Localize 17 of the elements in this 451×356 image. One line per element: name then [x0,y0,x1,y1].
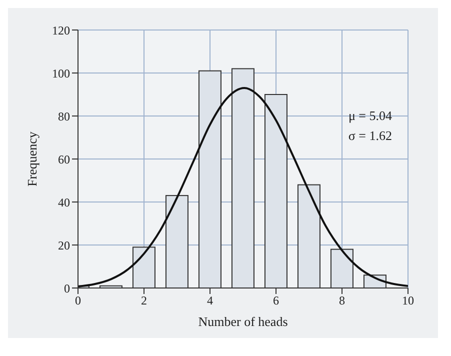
y-axis-title: Frequency [24,131,40,186]
annotation: μ = 5.04 [348,108,392,124]
y-tick-label: 40 [58,195,70,210]
y-tick-label: 100 [52,66,70,80]
x-axis-title: Number of heads [198,314,288,329]
x-tick-label: 2 [141,294,147,308]
y-tick-label: 0 [64,281,70,296]
y-tick-label: 60 [58,152,70,166]
annotation: σ = 1.62 [348,128,392,144]
x-tick-label: 4 [207,294,213,308]
y-tick-label: 20 [58,238,70,252]
y-tick-label: 80 [58,109,70,124]
x-tick-label: 6 [273,294,279,308]
x-tick-label: 0 [75,294,81,308]
x-tick-label: 10 [402,294,414,308]
y-tick-label: 120 [52,23,70,38]
x-tick-label: 8 [339,294,345,308]
